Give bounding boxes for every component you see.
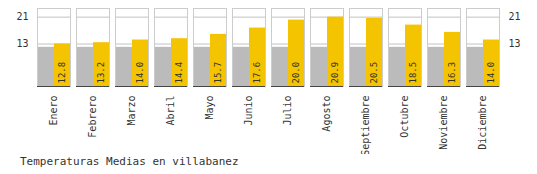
svg-text:15.7: 15.7	[213, 62, 223, 84]
svg-text:Diciembre: Diciembre	[477, 96, 488, 150]
svg-text:13.2: 13.2	[96, 62, 106, 84]
svg-text:20.9: 20.9	[330, 62, 340, 84]
svg-text:Mayo: Mayo	[204, 96, 215, 120]
svg-text:Julio: Julio	[282, 96, 293, 126]
svg-text:14.4: 14.4	[174, 62, 184, 84]
svg-text:Abril: Abril	[165, 96, 176, 126]
svg-text:18.5: 18.5	[408, 62, 418, 84]
svg-text:Febrero: Febrero	[87, 96, 98, 138]
svg-text:13: 13	[509, 38, 521, 49]
html-text:Temperaturas Medias en villaba: Temperaturas Medias en villabanez	[20, 155, 239, 168]
svg-text:Octubre: Octubre	[399, 96, 410, 138]
svg-text:Marzo: Marzo	[126, 96, 137, 126]
svg-text:20.0: 20.0	[291, 62, 301, 84]
svg-text:21: 21	[509, 11, 521, 22]
svg-text:14.0: 14.0	[486, 62, 496, 84]
svg-text:14.0: 14.0	[135, 62, 145, 84]
svg-text:21: 21	[16, 11, 28, 22]
svg-text:Septiembre: Septiembre	[360, 96, 371, 155]
svg-text:16.3: 16.3	[447, 62, 457, 84]
svg-text:12.8: 12.8	[57, 62, 67, 84]
svg-text:Noviembre: Noviembre	[438, 96, 449, 150]
svg-text:13: 13	[16, 38, 28, 49]
svg-text:17.6: 17.6	[252, 62, 262, 84]
svg-text:Agosto: Agosto	[321, 96, 332, 132]
svg-text:20.5: 20.5	[369, 62, 379, 84]
svg-text:Junio: Junio	[243, 96, 254, 126]
svg-text:Enero: Enero	[48, 96, 59, 126]
